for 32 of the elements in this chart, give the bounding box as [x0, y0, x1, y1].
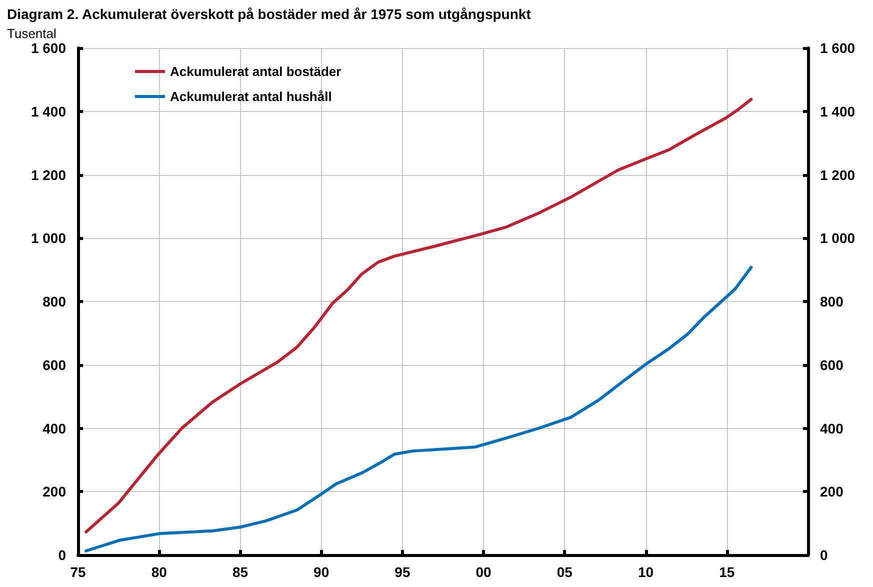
y2-tick-label: 200 — [820, 484, 844, 500]
x-tick-label: 00 — [476, 564, 492, 580]
line-series — [84, 266, 753, 552]
x-tick-label: 95 — [394, 564, 410, 580]
y-tick-label: 1 200 — [30, 166, 66, 183]
y-tick-label: 200 — [42, 484, 66, 500]
y2-tick-label: 0 — [820, 547, 828, 563]
y-tick-label: 600 — [42, 356, 66, 373]
chart-title: Diagram 2. Ackumulerat överskott på bostäder med år 1975 som utgångspunkt — [7, 6, 532, 22]
x-tick-label: 15 — [719, 564, 735, 580]
y-tick-label: 1 600 — [30, 40, 66, 56]
y-tick-label: 800 — [42, 294, 66, 310]
legend-label: Ackumulerat antal bostäder — [170, 64, 342, 79]
y-tick-label: 1 000 — [30, 230, 66, 246]
x-tick-label: 05 — [556, 564, 573, 580]
y2-tick-label: 1 200 — [820, 166, 856, 183]
x-tick-label: 75 — [70, 564, 86, 580]
y-tick-label: 400 — [42, 420, 66, 436]
y2-tick-label: 1 400 — [820, 103, 856, 120]
x-tick-label: 85 — [232, 564, 248, 580]
x-tick-label: 90 — [314, 564, 330, 580]
y2-tick-label: 1 600 — [820, 40, 856, 56]
y2-tick-label: 1 000 — [820, 230, 856, 246]
y2-tick-label: 800 — [820, 294, 844, 310]
y2-tick-label: 400 — [820, 420, 844, 436]
legend-label: Ackumulerat antal hushåll — [170, 89, 332, 104]
y-tick-label: 0 — [58, 547, 66, 563]
x-tick-label: 80 — [151, 564, 168, 580]
y2-tick-label: 600 — [820, 356, 844, 373]
y-axis-title: Tusental — [7, 26, 56, 41]
x-tick-label: 10 — [638, 564, 654, 580]
y-tick-label: 1 400 — [30, 103, 66, 120]
